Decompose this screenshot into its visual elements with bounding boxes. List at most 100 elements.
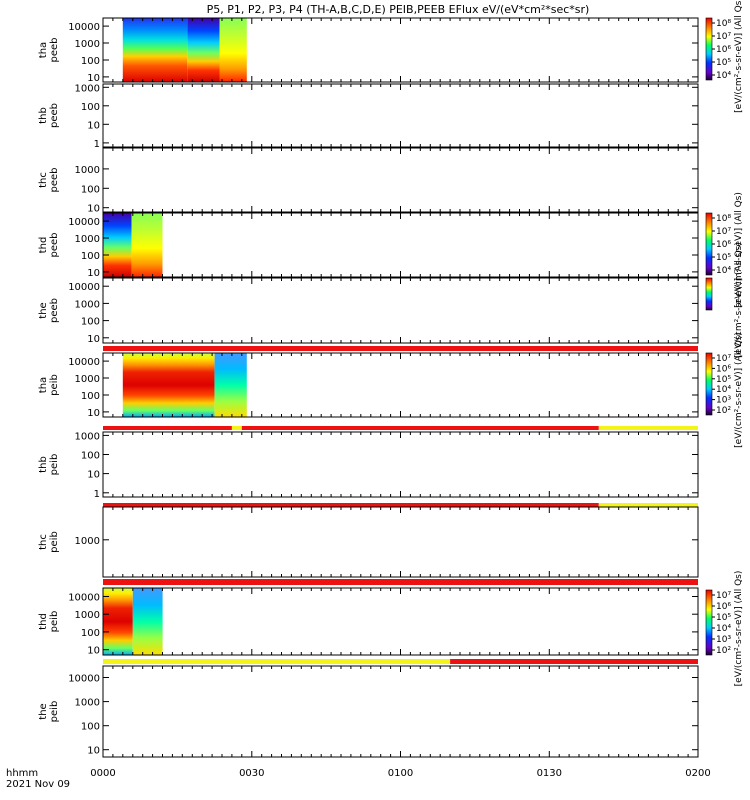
- x-tick-label-0030: 0030: [239, 768, 264, 779]
- thd-peib-ylabel-1: peib: [49, 611, 60, 633]
- thc-peib-frame: [102, 506, 699, 578]
- thd-peeb-cb-tick-label: 10⁷: [716, 227, 731, 237]
- tha-peib-cb-tick-label: 10²: [716, 406, 731, 416]
- tha-peib-ytick-label: 1000: [75, 374, 100, 385]
- the-peeb-ytick-label: 10000: [68, 282, 100, 293]
- thb-peeb-ytick-label: 1: [94, 139, 100, 150]
- thd-peeb-cb-tick-label: 10⁵: [716, 253, 731, 263]
- thd-peeb-cb-tick-label: 10⁶: [716, 240, 731, 250]
- the-peib-ytick-label: 10: [87, 746, 100, 757]
- thc-peib-ylabel-1: peib: [49, 531, 60, 553]
- x-tick-label-0000: 0000: [90, 768, 115, 779]
- x-axis-ticks: 0000 0030 0100 0130 0200: [90, 768, 710, 779]
- thd-peib-cb-label: [eV/(cm²-s-sr-eV)] (All Qs): [734, 571, 744, 687]
- thd-peeb-ylabel-1: peeb: [49, 233, 60, 258]
- thb-peib-ytick-label: 100: [81, 451, 100, 462]
- flag-bar-the-peeb-seg-0: [103, 346, 698, 351]
- x-tick-label-0130: 0130: [537, 768, 562, 779]
- tha-peeb-ytick-label: 1000: [75, 39, 100, 50]
- thb-peeb-ytick-label: 1000: [75, 83, 100, 94]
- flag-bar-thc-peib-seg-0: [103, 579, 698, 585]
- thd-peeb-ytick-label: 100: [81, 251, 100, 262]
- thc-peeb-ytick-label: 100: [81, 184, 100, 195]
- thc-peeb-ylabel-1: peeb: [49, 168, 60, 193]
- thb-peib-ylabel-1: peib: [49, 454, 60, 476]
- thb-peib-ytick-label: 1: [94, 489, 100, 500]
- thc-peeb-ylabel-0: thc: [38, 172, 49, 188]
- thd-peib-cb-tick-label: 10⁶: [716, 602, 731, 612]
- thd-peib-cb-tick-label: 10⁴: [716, 624, 731, 634]
- thb-peeb-ytick-label: 10: [87, 120, 100, 131]
- thc-peeb-ytick-label: 1000: [75, 165, 100, 176]
- tha-peeb-ytick-label: 100: [81, 56, 100, 67]
- flag-bar-thb-peib-seg-1: [598, 503, 698, 507]
- x-tick-label-0100: 0100: [388, 768, 413, 779]
- tha-peib-cb-tick-label: 10⁶: [716, 364, 731, 374]
- flag-bar-tha-peib-seg-1: [231, 426, 242, 430]
- thd-peeb-frame: [102, 212, 699, 278]
- the-peib-frame: [102, 665, 699, 758]
- thd-peib-data-block-0: [103, 588, 133, 655]
- thb-peeb-ylabel-1: peeb: [49, 103, 60, 128]
- tha-peib-cb-tick-label: 10³: [716, 396, 731, 406]
- thd-peeb-ytick-label: 10: [87, 268, 100, 279]
- flag-bar-thb-peib-seg-0: [103, 503, 599, 507]
- the-peeb-ytick-label: 1000: [75, 299, 100, 310]
- thd-peib-cb-tick-label: 10⁵: [716, 613, 731, 623]
- thd-peeb-cb-tick-label: 10⁸: [716, 214, 731, 224]
- thb-peib-ylabel-0: thb: [38, 456, 49, 473]
- thd-peib-cb-tick-label: 10⁷: [716, 591, 731, 601]
- the-peib-ylabel-0: the: [38, 703, 49, 719]
- thd-peib-data-block-1: [132, 588, 163, 655]
- tha-peeb-cb-tick-label: 10⁴: [716, 71, 731, 81]
- thb-peib-frame: [102, 431, 699, 498]
- tha-peeb-ytick-label: 10: [87, 73, 100, 84]
- tha-peib-colorbar: [705, 352, 713, 416]
- x-axis-label-hhmm: hhmm: [6, 768, 38, 779]
- tha-peib-ylabel-0: tha: [38, 377, 49, 393]
- the-peeb-ylabel-1: peeb: [49, 298, 60, 323]
- thd-peeb-ylabel-0: thd: [38, 237, 49, 254]
- thd-peeb-cb-tick-label: 10⁴: [716, 266, 731, 276]
- tha-peib-ytick-label: 10: [87, 408, 100, 419]
- thc-peib-ylabel-0: thc: [38, 534, 49, 550]
- thb-peeb-ylabel-0: thb: [38, 107, 49, 124]
- flag-bar-thd-peib-seg-0: [103, 659, 451, 664]
- thd-peib-frame: [102, 587, 699, 656]
- tha-peeb-cb-label: [eV/(cm²-s-sr-eV)] (All Qs): [734, 0, 744, 113]
- tha-peib-ylabel-1: peib: [49, 374, 60, 396]
- thb-peeb-frame: [102, 83, 699, 148]
- the-peib-ytick-label: 1000: [75, 698, 100, 709]
- tha-peeb-data-block-1: [187, 18, 220, 82]
- flag-bar-tha-peib-seg-2: [241, 426, 599, 430]
- spectrogram-data: [103, 18, 247, 655]
- flag-bar-thd-peib-seg-1: [450, 659, 698, 664]
- thc-peeb-frame: [102, 147, 699, 213]
- thd-peib-ylabel-0: thd: [38, 613, 49, 630]
- tha-peeb-cb-tick-label: 10⁶: [716, 45, 731, 55]
- thd-peeb-ytick-label: 1000: [75, 234, 100, 245]
- the-peeb-ytick-label: 10: [87, 334, 100, 345]
- thd-peib-ytick-label: 10000: [68, 593, 100, 604]
- tha-peib-ytick-label: 10000: [68, 357, 100, 368]
- tha-peeb-colorbar: [705, 17, 713, 81]
- thb-peib-ytick-label: 1000: [75, 431, 100, 442]
- tha-peeb-data-block-0: [122, 18, 188, 82]
- thc-peib-ytick-label: 1000: [75, 536, 100, 547]
- tha-peib-cb-tick-label: 10⁵: [716, 375, 731, 385]
- the-peeb-ytick-label: 100: [81, 317, 100, 328]
- thd-peeb-colorbar: [705, 212, 713, 276]
- thd-peeb-cb-label: [eV/(cm²-s-sr-eV)] (All Qs): [734, 192, 744, 308]
- tha-peeb-cb-tick-label: 10⁷: [716, 32, 731, 42]
- tha-peeb-cb-tick-label: 10⁵: [716, 58, 731, 68]
- tha-peib-cb-label: [eV/(cm²-s-sr-eV)] (All Qs): [734, 332, 744, 448]
- tha-peeb-ytick-label: 10000: [68, 22, 100, 33]
- thd-peib-cb-tick-label: 10³: [716, 635, 731, 645]
- flag-bar-tha-peib-seg-0: [103, 426, 232, 430]
- the-peib-ylabel-1: peib: [49, 701, 60, 723]
- tha-peib-data-block-0: [122, 353, 215, 417]
- x-axis-label-date: 2021 Nov 09: [6, 779, 70, 790]
